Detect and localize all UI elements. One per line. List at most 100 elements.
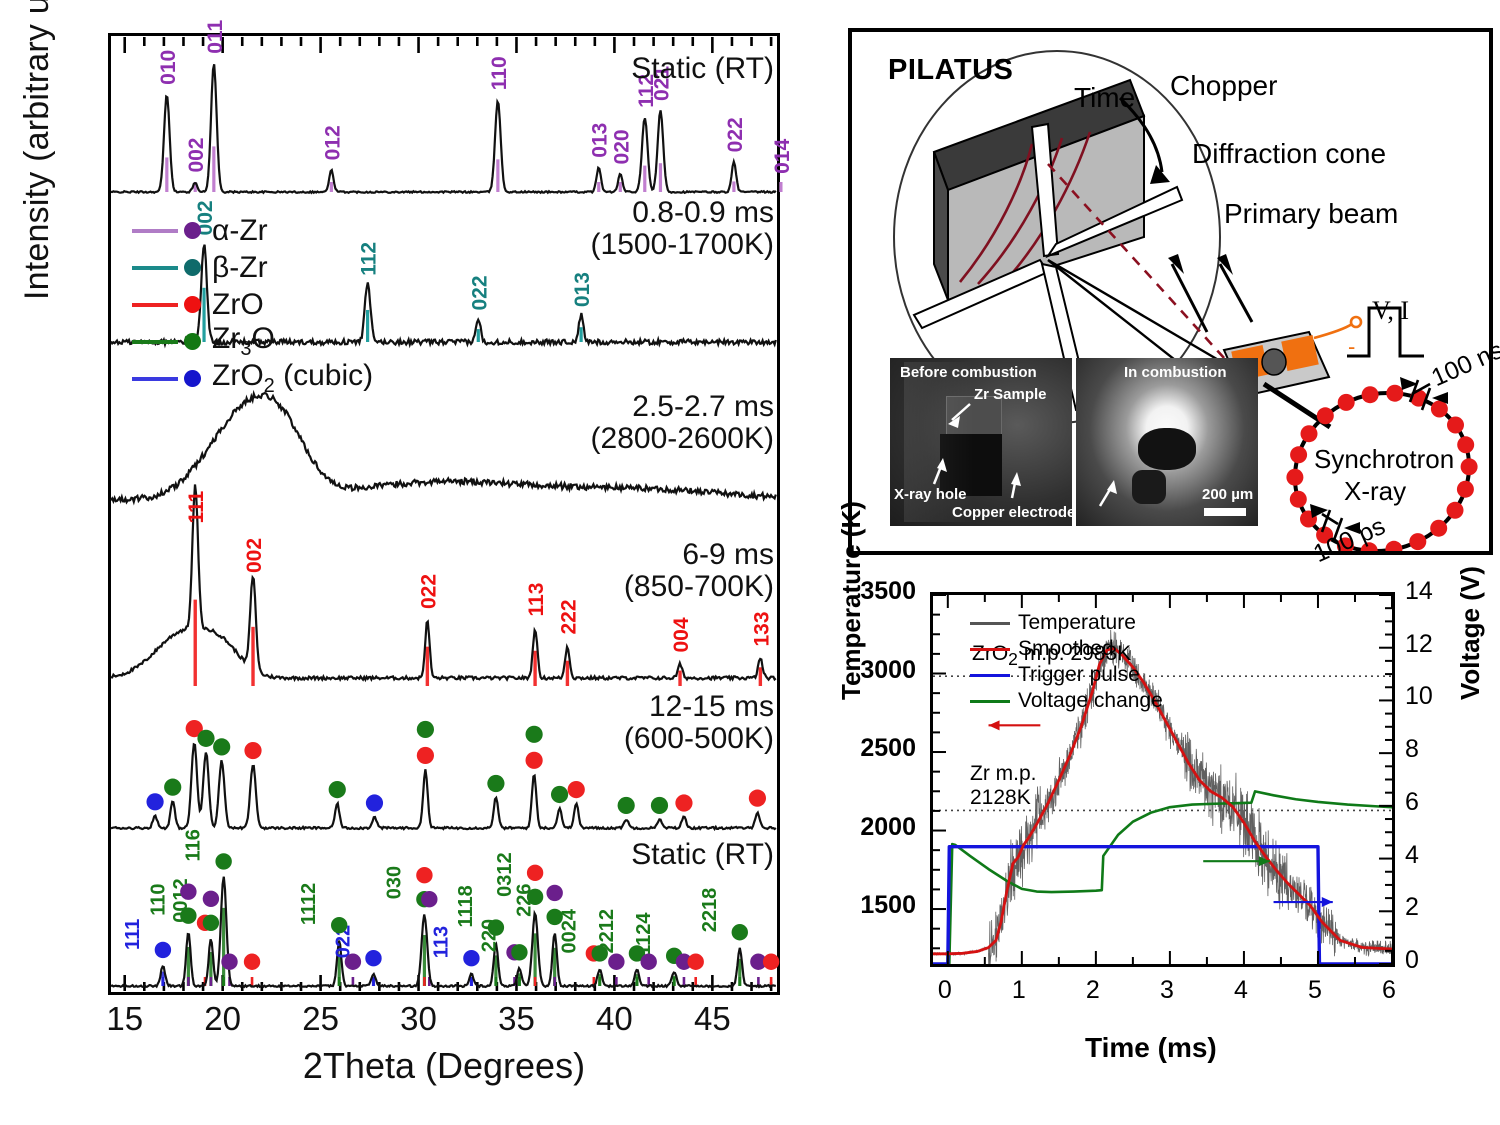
peak-label-111: 111 <box>185 490 208 523</box>
legend-line-swatch <box>132 228 178 233</box>
scalebar <box>1204 508 1246 516</box>
xrd-xtick-40: 40 <box>596 1000 633 1037</box>
peak-label-012: 012 <box>321 125 344 160</box>
trace-title-12-15ms: 12-15 ms <box>648 690 774 723</box>
peak-label-0024: 0024 <box>559 908 581 953</box>
phase-marker <box>416 720 434 739</box>
legend-item-ZrO2cubic: ZrO2 (cubic) <box>132 359 374 397</box>
phase-marker <box>617 796 635 815</box>
xrd-legend: α-Zr β-Zr ZrO Zr3O ZrO2 (cubic) <box>132 212 373 397</box>
zr-melting-point-annotation-line1: Zr m.p. <box>970 762 1037 785</box>
volt-ytick-14: 14 <box>1405 577 1433 605</box>
copper-electrodes-label: Copper electrodes <box>952 504 1072 521</box>
legend-dot-swatch <box>184 222 201 239</box>
phase-marker <box>154 941 172 959</box>
temp-ytick-3000: 3000 <box>860 655 916 684</box>
legend-label: ZrO2 (cubic) <box>212 359 374 397</box>
phase-marker <box>344 953 362 970</box>
peak-label-002: 002 <box>185 138 208 173</box>
left-arrow-temperature-head <box>988 720 1000 731</box>
xrd-xtick-20: 20 <box>204 1000 241 1037</box>
series-smoothed <box>931 646 1394 956</box>
peak-label-004: 004 <box>670 617 693 652</box>
xrd-x-axis-label: 2Theta (Degrees) <box>302 1045 586 1086</box>
phase-marker <box>567 781 585 799</box>
time-xtick-4: 4 <box>1233 976 1248 1004</box>
peak-label-021: 021 <box>650 66 673 101</box>
phase-marker <box>687 953 704 970</box>
phase-marker <box>675 794 693 812</box>
peak-label-110: 110 <box>488 56 511 90</box>
peak-label-030: 030 <box>383 866 405 899</box>
phase-marker <box>546 884 563 902</box>
time-xtick-3: 3 <box>1159 976 1174 1004</box>
legend-item-Zr: α-Zr <box>132 212 373 249</box>
temp-ytick-1500: 1500 <box>860 891 916 920</box>
peak-label-022: 022 <box>468 275 491 310</box>
volt-ytick-6: 6 <box>1405 787 1419 816</box>
phase-marker <box>463 950 480 967</box>
peak-label-013: 013 <box>571 272 594 307</box>
zr-sample-label: Zr Sample <box>974 386 1047 403</box>
phase-marker <box>215 853 232 870</box>
phase-marker <box>526 864 544 882</box>
peak-label-1124: 1124 <box>633 912 655 956</box>
temp-legend-item-smoothed: Smoothed <box>970 636 1163 662</box>
trace-subtitle-0.8-0.9ms: (1500-1700K) <box>590 228 774 261</box>
xrd-xtick-45: 45 <box>693 1000 731 1037</box>
phase-marker <box>640 953 657 970</box>
peak-label-0312: 0312 <box>494 852 516 897</box>
phase-marker <box>591 945 608 962</box>
voltage-current-label: V, I <box>1372 296 1410 325</box>
peak-label-1112: 1112 <box>298 883 320 925</box>
time-xtick-5: 5 <box>1308 976 1322 1004</box>
phase-marker <box>146 793 164 811</box>
trace-title-6-9ms: 6-9 ms <box>682 538 774 571</box>
legend-item-ZrO: ZrO <box>132 286 373 323</box>
time-xtick-0: 0 <box>937 976 952 1004</box>
peak-label-014: 014 <box>771 139 794 174</box>
volt-ytick-2: 2 <box>1405 893 1419 922</box>
synchrotron-label-1: Synchrotron <box>1314 444 1455 474</box>
temp-ytick-2000: 2000 <box>860 812 916 841</box>
phase-marker <box>365 950 382 967</box>
photo-before-combustion: Before combustion Zr Sample X-ray hole C… <box>890 358 1072 526</box>
peak-label-2212: 2212 <box>596 909 618 954</box>
peak-label-1118: 1118 <box>455 885 477 927</box>
trace-title-0.8-0.9ms: 0.8-0.9 ms <box>632 196 774 229</box>
synchrotron-label-2: X-ray <box>1344 476 1407 506</box>
peak-label-113: 113 <box>525 583 548 617</box>
schematic-drawing: - + <box>893 50 1478 551</box>
legend-dot-swatch <box>184 296 201 313</box>
legend-dot-swatch <box>184 370 201 387</box>
time-label: Time <box>1074 82 1136 113</box>
legend-item-Zr3O: Zr3O <box>132 322 373 360</box>
phase-marker <box>243 953 261 970</box>
xrd-xtick-30: 30 <box>400 1000 437 1037</box>
xrd-plot-canvas: 0100020110121100130201120210220140231200… <box>110 20 794 991</box>
legend-label: Voltage change <box>1018 689 1163 712</box>
trace-title-2.5-2.7ms: 2.5-2.7 ms <box>632 390 774 423</box>
legend-label: β-Zr <box>212 250 268 284</box>
legend-line-swatch <box>970 621 1010 625</box>
phase-marker <box>202 914 220 931</box>
phase-marker <box>197 729 215 747</box>
trace-subtitle-12-15ms: (600-500K) <box>623 722 774 755</box>
volt-ytick-0: 0 <box>1405 946 1419 974</box>
phase-marker <box>511 944 528 961</box>
phase-marker <box>416 746 434 765</box>
legend-label: Temperature <box>1018 611 1136 634</box>
phase-marker <box>331 916 348 934</box>
phase-marker <box>202 890 220 907</box>
voltage-y-axis-label: Voltage (V) <box>1455 566 1485 700</box>
time-xtick-6: 6 <box>1382 976 1396 1004</box>
photo-right-title: In combustion <box>1124 364 1227 381</box>
volt-ytick-12: 12 <box>1405 629 1433 658</box>
phase-marker <box>750 953 767 970</box>
xrd-xtick-15: 15 <box>106 1000 144 1037</box>
series-voltage-change <box>931 790 1394 966</box>
peak-label-022: 022 <box>724 117 747 152</box>
phase-marker <box>416 867 433 884</box>
phase-marker <box>650 796 669 815</box>
time-x-axis-label: Time (ms) <box>1085 1032 1217 1063</box>
